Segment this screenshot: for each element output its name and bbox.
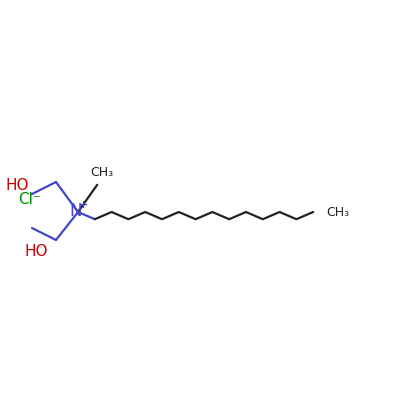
Text: CH₃: CH₃ — [90, 166, 114, 179]
Text: N: N — [70, 202, 82, 220]
Text: HO: HO — [24, 244, 48, 259]
Text: Cl⁻: Cl⁻ — [18, 192, 42, 208]
Text: HO: HO — [5, 178, 28, 193]
Text: +: + — [79, 200, 88, 210]
Text: CH₃: CH₃ — [326, 206, 349, 219]
